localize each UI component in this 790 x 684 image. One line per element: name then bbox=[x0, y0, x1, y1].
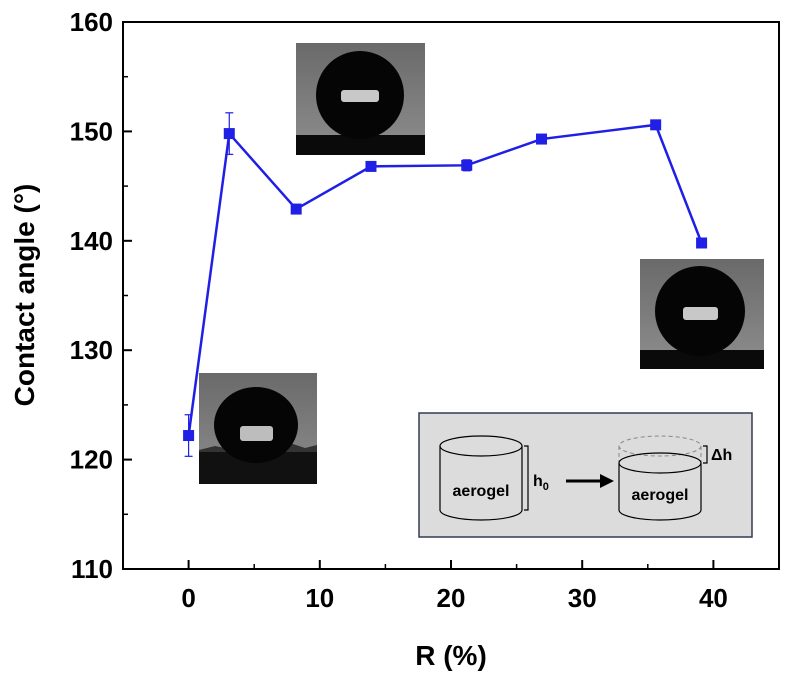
y-axis-label: Contact angle (°) bbox=[9, 184, 40, 407]
droplet-image-high-angle-2 bbox=[640, 259, 764, 369]
data-markers bbox=[183, 119, 708, 442]
droplet-image-low-angle bbox=[199, 373, 317, 484]
y-tick-label: 120 bbox=[70, 445, 113, 475]
data-point bbox=[696, 237, 708, 249]
plot-frame bbox=[122, 21, 780, 570]
data-point bbox=[223, 128, 235, 140]
y-tick-label: 140 bbox=[70, 226, 113, 256]
x-tick-label: 20 bbox=[437, 583, 466, 613]
inset-delta-h-label: Δh bbox=[711, 447, 732, 464]
data-point bbox=[536, 133, 548, 145]
data-point bbox=[461, 159, 473, 171]
x-tick-label: 0 bbox=[181, 583, 195, 613]
data-point bbox=[650, 119, 662, 131]
x-tick-label: 10 bbox=[305, 583, 334, 613]
series-line bbox=[187, 123, 703, 436]
y-tick-label: 110 bbox=[71, 554, 113, 584]
data-point bbox=[290, 203, 302, 215]
droplet-image-high-angle-1 bbox=[296, 43, 425, 155]
data-point bbox=[183, 430, 195, 442]
x-axis-label: R (%) bbox=[415, 640, 487, 671]
inset-left-label: aerogel bbox=[453, 483, 510, 500]
x-tick-label: 40 bbox=[699, 583, 728, 613]
aerogel-inset: aerogel h0 aerogel Δh bbox=[418, 412, 753, 538]
series-layer bbox=[183, 112, 708, 457]
y-tick-label: 150 bbox=[70, 116, 113, 146]
data-point bbox=[365, 160, 377, 172]
y-tick-label: 130 bbox=[70, 335, 113, 365]
inset-h0-label: h0 bbox=[533, 473, 549, 493]
inset-right-label: aerogel bbox=[632, 487, 689, 504]
y-tick-label: 160 bbox=[70, 7, 113, 37]
x-tick-label: 30 bbox=[568, 583, 597, 613]
